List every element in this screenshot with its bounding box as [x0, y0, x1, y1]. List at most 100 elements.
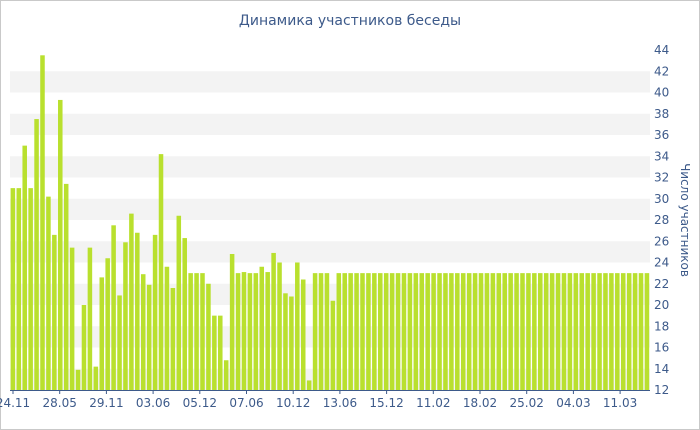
bar	[579, 273, 585, 391]
x-tick-label: 05.12	[183, 396, 217, 410]
bar	[200, 273, 205, 391]
bar	[235, 273, 241, 391]
y-axis-ticks: 12 14 16 18 20 22 24 26 28 30 32 34 36 38 40 42 44	[654, 43, 669, 397]
grid-band	[10, 113, 650, 135]
bar	[40, 55, 45, 391]
grid-bands	[10, 71, 650, 390]
bar	[389, 273, 395, 391]
y-tick-label: 42	[654, 64, 669, 78]
bar	[306, 380, 312, 390]
bar	[28, 188, 33, 391]
y-tick-label: 36	[654, 128, 669, 142]
bar	[69, 247, 75, 390]
bar	[644, 273, 650, 391]
x-tick-label: 04.03	[556, 396, 590, 410]
bar	[508, 273, 513, 391]
bar	[164, 266, 170, 390]
x-tick-label: 25.02	[510, 396, 544, 410]
bar	[395, 273, 401, 391]
bar	[312, 273, 318, 391]
y-tick-label: 14	[654, 362, 669, 376]
bar	[336, 273, 342, 391]
bar	[538, 273, 543, 391]
bar	[472, 273, 478, 391]
grid-band	[10, 71, 650, 93]
bar	[223, 360, 229, 390]
y-tick-label: 30	[654, 192, 669, 206]
bar	[407, 273, 413, 391]
grid-band	[10, 326, 650, 348]
bar	[247, 273, 253, 391]
bar	[615, 273, 620, 391]
bar	[182, 238, 187, 390]
bar	[431, 273, 436, 391]
bar	[277, 262, 282, 390]
grid-band	[10, 241, 650, 263]
bar	[111, 225, 116, 390]
bar	[241, 272, 247, 390]
bar	[93, 366, 99, 391]
y-tick-label: 40	[654, 86, 669, 100]
x-axis-ticks: 24.11 28.05 29.11 03.06 05.12 07.06 10.12 13.06…	[0, 390, 637, 410]
bar	[360, 273, 365, 391]
bar	[609, 273, 614, 391]
bar	[105, 258, 110, 390]
bar	[229, 254, 235, 390]
bar	[283, 293, 288, 390]
bar	[10, 188, 16, 391]
bar	[413, 273, 419, 391]
bar	[46, 196, 51, 391]
bar	[289, 296, 294, 390]
x-tick-label: 13.06	[323, 396, 357, 410]
bar	[597, 273, 602, 391]
bar	[123, 242, 128, 390]
bar	[87, 247, 93, 390]
bar	[478, 273, 484, 391]
chart-title: Динамика участников беседы	[238, 13, 462, 29]
bar	[99, 277, 105, 391]
bar	[342, 273, 347, 391]
bar	[419, 273, 425, 391]
bar	[16, 188, 22, 391]
bars	[10, 55, 650, 391]
y-tick-label: 44	[654, 43, 669, 57]
bar	[63, 183, 69, 390]
bar	[638, 273, 644, 391]
x-tick-label: 15.12	[369, 396, 403, 410]
y-tick-label: 16	[654, 341, 669, 355]
bar	[543, 273, 549, 391]
bar	[591, 273, 596, 391]
bar	[496, 273, 502, 391]
x-tick-label: 11.02	[416, 396, 450, 410]
bar	[532, 273, 537, 391]
bar	[401, 273, 407, 391]
y-tick-label: 12	[654, 383, 669, 397]
grid-band	[10, 283, 650, 305]
bar	[372, 273, 377, 391]
bar	[490, 273, 496, 391]
bar	[295, 262, 300, 390]
bar	[603, 273, 608, 391]
bar	[620, 273, 626, 391]
y-tick-label: 38	[654, 107, 669, 121]
bar	[212, 315, 217, 391]
bar	[259, 266, 265, 390]
bar	[561, 273, 567, 391]
bar	[425, 273, 430, 391]
bar	[22, 145, 27, 391]
x-tick-label: 03.06	[136, 396, 170, 410]
grid-band	[10, 198, 650, 220]
grid-band	[10, 156, 650, 178]
bar	[437, 273, 442, 391]
bar	[573, 273, 579, 391]
y-tick-label: 34	[654, 149, 669, 163]
bar	[449, 273, 454, 391]
bar	[378, 273, 383, 391]
bar	[176, 215, 182, 390]
bar	[383, 273, 389, 391]
bar	[152, 234, 158, 390]
bar	[514, 273, 519, 391]
bar	[135, 232, 140, 390]
y-tick-label: 28	[654, 213, 669, 227]
